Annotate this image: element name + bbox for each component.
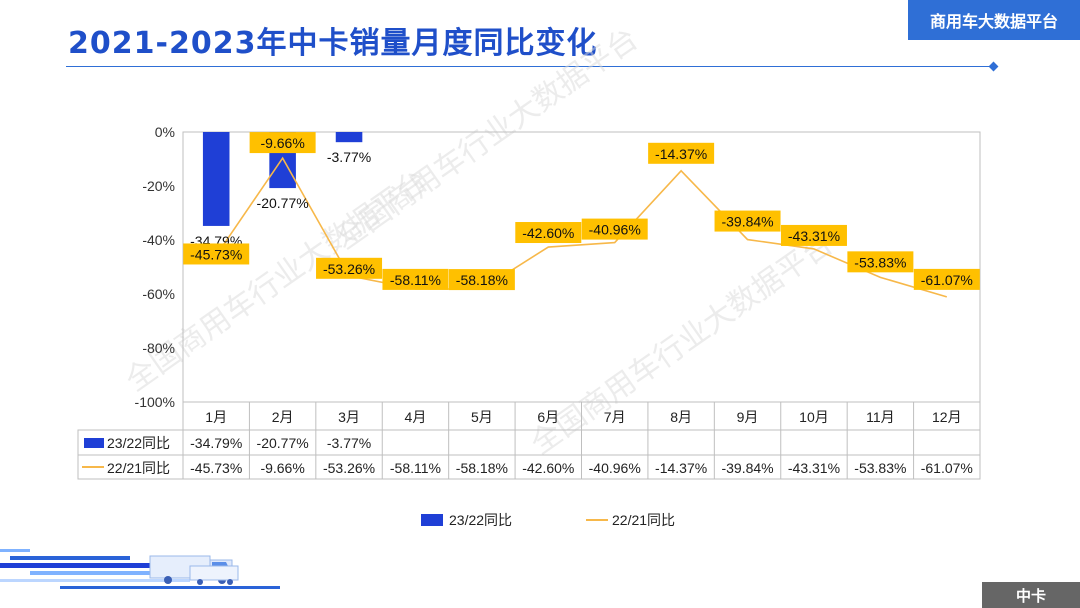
y-tick-label: -80% — [142, 340, 175, 356]
line-data-label: -39.84% — [721, 214, 773, 230]
table-row-header: 23/22同比 — [107, 435, 170, 451]
line-label-box — [913, 268, 980, 290]
table-cell: -43.31% — [788, 460, 840, 476]
x-tick-label: 5月 — [471, 409, 493, 425]
x-tick-label: 4月 — [405, 409, 427, 425]
x-tick-label: 9月 — [737, 409, 759, 425]
table-legend-bar-key — [84, 438, 104, 448]
line-data-label: -58.11% — [390, 272, 441, 288]
line-data-label: -42.60% — [522, 225, 574, 241]
table-cell: -42.60% — [522, 460, 574, 476]
footer-tag: 中卡 — [982, 582, 1080, 608]
line-data-label: -58.18% — [456, 272, 508, 288]
line-data-label: -43.31% — [788, 228, 840, 244]
line-data-label: -45.73% — [190, 246, 242, 262]
y-tick-label: -100% — [135, 394, 175, 410]
bar-data-label: -3.77% — [327, 149, 371, 165]
x-tick-label: 12月 — [932, 409, 962, 425]
line-label-box — [581, 218, 648, 240]
table-cell: -45.73% — [190, 460, 242, 476]
page-title: 2021-2023年中卡销量月度同比变化 — [68, 26, 598, 61]
line-label-box — [448, 269, 515, 291]
line-data-label: -9.66% — [260, 135, 304, 151]
line-label-box — [316, 257, 383, 279]
table-cell: -20.77% — [257, 435, 309, 451]
table-cell: -58.18% — [456, 460, 508, 476]
series-line — [215, 156, 948, 298]
bar-data-label: -20.77% — [257, 195, 309, 211]
line-data-label: -14.37% — [655, 146, 707, 162]
line-data-label: -53.83% — [854, 254, 906, 270]
line-label-box — [847, 251, 914, 273]
x-tick-label: 3月 — [338, 409, 360, 425]
y-tick-label: -60% — [142, 286, 175, 302]
table-cell: -9.66% — [260, 460, 304, 476]
legend-bar-label: 23/22同比 — [449, 512, 512, 528]
line-label-box — [714, 210, 781, 232]
table-cell: -53.83% — [854, 460, 906, 476]
table-cell: -34.79% — [190, 435, 242, 451]
x-tick-label: 8月 — [670, 409, 692, 425]
bar-mark — [202, 132, 230, 226]
line-label-box — [515, 222, 582, 244]
y-tick-label: -20% — [142, 178, 175, 194]
line-data-label: -53.26% — [323, 261, 375, 277]
line-label-box — [382, 268, 449, 290]
watermark-text: 全国商用车行业大数据平台 — [525, 227, 839, 461]
y-tick-label: 0% — [155, 124, 175, 140]
table-row-header: 22/21同比 — [107, 460, 170, 476]
line-label-box — [780, 224, 847, 246]
table-cell: -61.07% — [921, 460, 973, 476]
truck-decoration — [0, 549, 280, 589]
x-tick-label: 7月 — [604, 409, 626, 425]
x-tick-label: 2月 — [272, 409, 294, 425]
title-divider — [66, 66, 994, 67]
table-cell: -14.37% — [655, 460, 707, 476]
line-data-label: -61.07% — [921, 272, 973, 288]
table-cell: -3.77% — [327, 435, 371, 451]
table-cell: -53.26% — [323, 460, 375, 476]
line-label-box — [648, 142, 715, 164]
y-tick-label: -40% — [142, 232, 175, 248]
line-data-label: -40.96% — [589, 222, 641, 238]
table-cell: -39.84% — [721, 460, 773, 476]
x-tick-label: 11月 — [866, 409, 895, 425]
legend-line-label: 22/21同比 — [612, 512, 675, 528]
line-label-box — [183, 243, 250, 265]
x-tick-label: 10月 — [799, 409, 829, 425]
table-cell: -40.96% — [589, 460, 641, 476]
brand-badge: 商用车大数据平台 — [908, 0, 1080, 40]
legend-bar-swatch — [421, 514, 443, 526]
bar-mark — [335, 132, 363, 143]
x-tick-label: 1月 — [205, 409, 227, 425]
x-tick-label: 6月 — [537, 409, 559, 425]
line-label-box — [249, 132, 316, 154]
table-cell: -58.11% — [390, 460, 441, 476]
